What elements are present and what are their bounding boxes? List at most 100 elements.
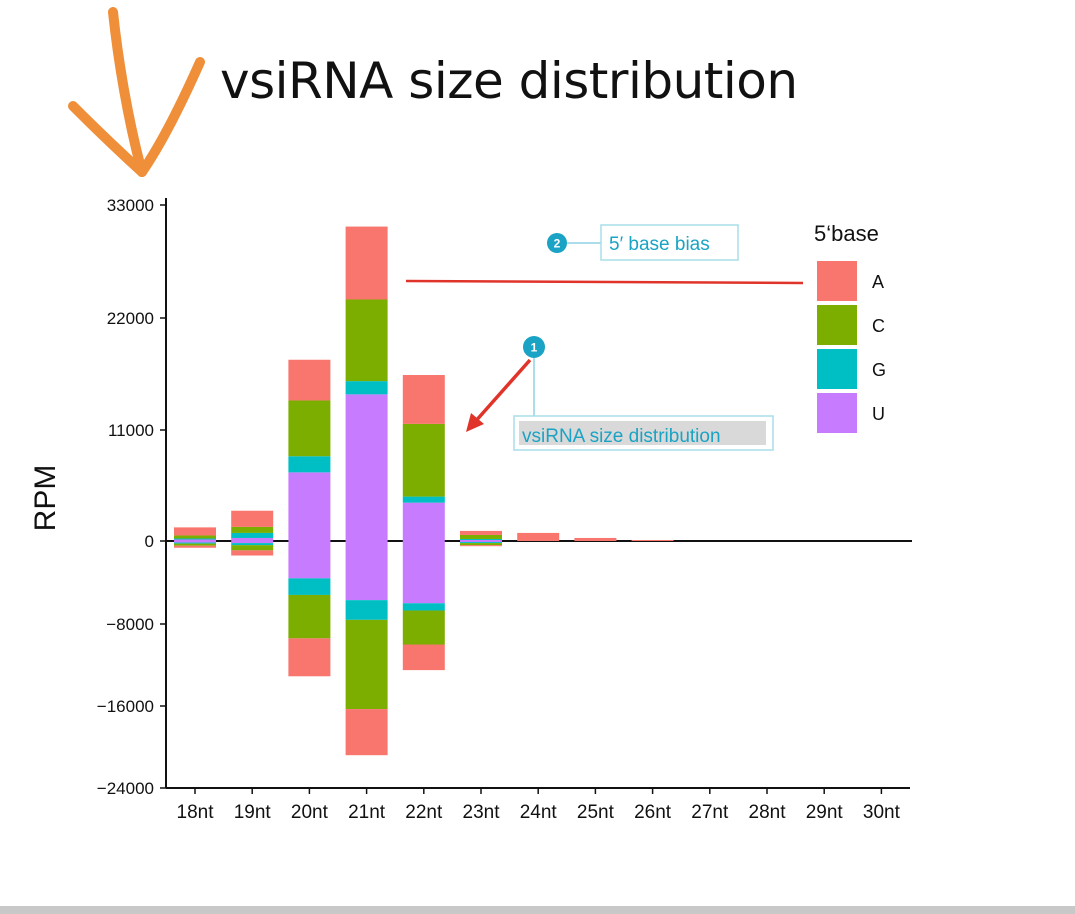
x-tick-label: 26nt bbox=[634, 802, 672, 823]
bar-A-positive-21nt bbox=[345, 226, 388, 300]
legend-label-C: C bbox=[872, 316, 885, 336]
bar-G-positive-22nt bbox=[402, 496, 445, 503]
legend-swatch-C bbox=[817, 305, 857, 345]
bar-G-negative-20nt bbox=[288, 578, 331, 595]
bar-G-positive-21nt bbox=[345, 381, 388, 395]
bar-C-positive-22nt bbox=[402, 423, 445, 497]
bar-C-positive-21nt bbox=[345, 299, 388, 382]
bar-U-negative-19nt bbox=[231, 541, 274, 544]
x-tick-label: 24nt bbox=[520, 802, 558, 823]
y-tick-label: 22000 bbox=[107, 309, 154, 328]
x-tick-label: 28nt bbox=[749, 802, 787, 823]
annotation-badge-1-label: 1 bbox=[531, 341, 538, 355]
bar-G-negative-22nt bbox=[402, 603, 445, 611]
bar-U-negative-23nt bbox=[460, 541, 502, 543]
footer-bar bbox=[0, 906, 1075, 914]
x-tick-label: 21nt bbox=[348, 802, 386, 823]
bar-C-negative-20nt bbox=[288, 594, 331, 639]
legend-title: 5‘base bbox=[814, 221, 879, 246]
x-tick-label: 23nt bbox=[463, 802, 501, 823]
bar-U-positive-18nt bbox=[174, 539, 216, 541]
bar-A-positive-20nt bbox=[288, 359, 331, 401]
bar-G-negative-19nt bbox=[231, 543, 274, 546]
y-tick-label: 11000 bbox=[108, 421, 154, 440]
bar-A-positive-19nt bbox=[231, 510, 274, 527]
bar-C-negative-19nt bbox=[231, 545, 274, 551]
legend-swatch-U bbox=[817, 393, 857, 433]
y-tick-label: −16000 bbox=[97, 697, 154, 716]
legend-label-U: U bbox=[872, 404, 885, 424]
y-axis-label: RPM bbox=[29, 465, 62, 532]
x-tick-label: 29nt bbox=[806, 802, 844, 823]
bar-C-positive-19nt bbox=[231, 526, 274, 533]
bar-A-positive-23nt bbox=[460, 530, 502, 535]
annotation-red-line bbox=[405, 279, 804, 285]
x-tick-label: 20nt bbox=[291, 802, 329, 823]
bar-C-positive-20nt bbox=[288, 400, 331, 457]
bar-G-positive-20nt bbox=[288, 456, 331, 473]
bar-G-positive-18nt bbox=[174, 538, 216, 540]
bar-A-negative-22nt bbox=[402, 644, 445, 671]
bar-C-negative-21nt bbox=[345, 619, 388, 710]
x-tick-label: 30nt bbox=[863, 802, 901, 823]
annotation-size-distribution-text: vsiRNA size distribution bbox=[522, 426, 721, 447]
annotation-base-bias: 5′ base bias 2 bbox=[405, 224, 804, 285]
annotation-size-distribution: vsiRNA size distribution 1 bbox=[466, 336, 774, 451]
bar-U-negative-18nt bbox=[174, 541, 216, 543]
bar-A-positive-26nt bbox=[631, 539, 674, 541]
bar-G-positive-23nt bbox=[460, 538, 502, 540]
annotation-base-bias-text: 5′ base bias bbox=[609, 234, 710, 255]
bar-C-negative-23nt bbox=[460, 543, 502, 546]
bar-U-positive-23nt bbox=[460, 539, 502, 541]
annotation-arrowhead-icon bbox=[466, 413, 484, 432]
bar-U-positive-21nt bbox=[345, 394, 388, 541]
page-title: vsiRNA size distribution bbox=[220, 52, 798, 110]
bar-A-negative-18nt bbox=[174, 545, 216, 548]
bar-U-positive-20nt bbox=[288, 472, 331, 541]
legend-swatch-G bbox=[817, 349, 857, 389]
annotation-red-arrow-icon bbox=[472, 358, 532, 425]
annotation-badge-2-label: 2 bbox=[554, 237, 561, 251]
bar-U-negative-20nt bbox=[288, 541, 331, 579]
bar-U-positive-19nt bbox=[231, 537, 274, 541]
legend-swatch-A bbox=[817, 261, 857, 301]
x-tick-label: 22nt bbox=[405, 802, 443, 823]
legend-label-G: G bbox=[872, 360, 886, 380]
bar-C-positive-23nt bbox=[460, 534, 502, 539]
chart-axes bbox=[165, 198, 912, 789]
x-tick-labels: 18nt 19nt 20nt 21nt 22nt 23nt 24nt 25nt 26nt 27nt… bbox=[177, 788, 901, 823]
bar-G-negative-23nt bbox=[460, 542, 502, 544]
x-tick-label: 25nt bbox=[577, 802, 615, 823]
y-tick-label: 33000 bbox=[107, 196, 154, 215]
bar-A-negative-20nt bbox=[288, 638, 331, 677]
bar-A-negative-19nt bbox=[231, 550, 274, 556]
y-tick-label: −8000 bbox=[106, 615, 154, 634]
bar-C-positive-18nt bbox=[174, 535, 216, 539]
bar-G-negative-21nt bbox=[345, 600, 388, 620]
annotation-badge-1-icon bbox=[523, 336, 545, 358]
y-tick-labels: 33000 22000 11000 0 −8000 −16000 −24000 bbox=[97, 196, 166, 798]
bar-G-negative-18nt bbox=[174, 542, 216, 544]
legend-label-A: A bbox=[872, 272, 884, 292]
bar-C-negative-22nt bbox=[402, 610, 445, 645]
annotation-badge-2-icon bbox=[547, 233, 567, 253]
bar-G-positive-19nt bbox=[231, 532, 274, 538]
hand-drawn-arrow-icon bbox=[68, 7, 205, 177]
bar-C-negative-18nt bbox=[174, 543, 216, 546]
bar-A-positive-22nt bbox=[402, 375, 445, 424]
x-tick-label: 18nt bbox=[177, 802, 215, 823]
bar-A-negative-21nt bbox=[345, 709, 388, 756]
y-tick-label: −24000 bbox=[97, 779, 154, 798]
legend: A C G U bbox=[817, 261, 886, 433]
bar-U-positive-22nt bbox=[402, 502, 445, 541]
bar-A-positive-25nt bbox=[574, 537, 617, 541]
bar-A-positive-18nt bbox=[174, 527, 216, 536]
y-tick-label: 0 bbox=[145, 532, 154, 551]
bar-U-negative-21nt bbox=[345, 541, 388, 601]
bar-A-negative-23nt bbox=[460, 545, 502, 547]
bar-A-positive-24nt bbox=[517, 532, 560, 541]
bar-U-negative-22nt bbox=[402, 541, 445, 604]
x-tick-label: 27nt bbox=[691, 802, 729, 823]
chart-bars bbox=[174, 226, 674, 756]
